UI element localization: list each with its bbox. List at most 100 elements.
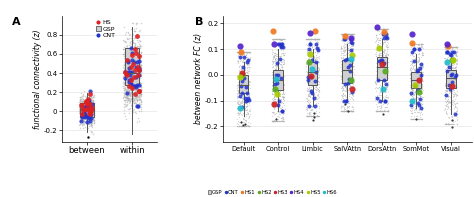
Point [242,125,249,128]
Point [349,99,357,102]
Point [244,111,251,114]
Point [446,55,454,58]
Point [130,57,138,60]
Point [409,96,417,99]
Point [120,69,128,72]
Point [243,94,250,97]
Point [279,97,287,100]
Point [86,114,94,117]
Point [82,104,90,108]
Point [443,45,451,48]
Point [134,89,141,92]
Point [275,85,283,89]
Point [89,105,97,109]
Point [415,69,422,72]
Point [307,37,314,41]
Point [417,44,425,47]
Point [349,106,357,109]
Point [411,51,419,55]
Point [130,59,137,62]
Point [238,97,246,100]
Point [383,27,391,30]
Point [339,86,346,89]
Point [415,46,423,50]
Point [125,88,133,92]
Point [127,33,134,36]
Point [242,104,250,107]
Point [237,78,244,81]
Point [78,104,85,107]
Point [408,47,416,51]
Point [79,116,86,119]
Point [272,85,279,88]
Point [445,122,452,125]
Point [135,43,143,46]
Point [87,108,95,111]
Point [273,37,281,41]
Point [86,90,93,93]
Point [443,93,450,96]
Point [408,117,415,120]
Point [123,92,130,95]
Point [311,37,319,41]
Point [442,97,449,100]
Point [447,114,455,117]
Point [129,88,137,91]
Point [343,32,351,35]
Point [77,120,85,123]
Point [81,90,88,93]
Point [132,76,139,80]
Point [410,117,418,120]
Point [372,82,380,85]
Point [123,75,131,78]
Point [77,120,85,123]
Point [132,51,139,54]
Point [274,37,282,41]
Point [416,114,423,117]
Point [125,91,132,95]
Point [79,120,86,123]
Point [448,58,456,61]
Point [345,59,353,62]
Point [127,91,134,94]
Point [269,64,277,67]
Point [379,27,387,30]
Point [76,122,83,125]
Point [240,107,247,110]
Point [411,101,419,105]
Point [124,90,131,93]
Point [268,73,275,76]
Point [309,114,317,118]
Point [128,61,136,64]
Point [121,54,129,58]
Point [124,74,132,77]
Point [413,87,421,90]
Point [384,109,392,112]
Point [341,84,349,87]
Point [237,50,244,53]
Point [122,96,130,99]
Point [274,61,282,64]
Point [410,95,417,98]
Point [123,67,130,71]
Point [271,59,278,62]
Point [125,90,133,94]
Point [273,82,281,85]
Point [377,78,384,81]
Point [128,97,135,100]
Point [384,54,392,57]
Point [381,109,389,112]
Point [384,74,392,77]
Point [135,55,143,58]
FancyBboxPatch shape [80,103,93,117]
FancyBboxPatch shape [342,59,352,83]
Point [242,93,250,96]
Point [339,54,347,57]
Point [452,45,460,48]
Point [419,53,426,56]
Point [87,96,94,99]
Point [128,58,136,61]
Point [128,73,136,76]
Point [243,79,251,82]
Point [134,87,142,91]
